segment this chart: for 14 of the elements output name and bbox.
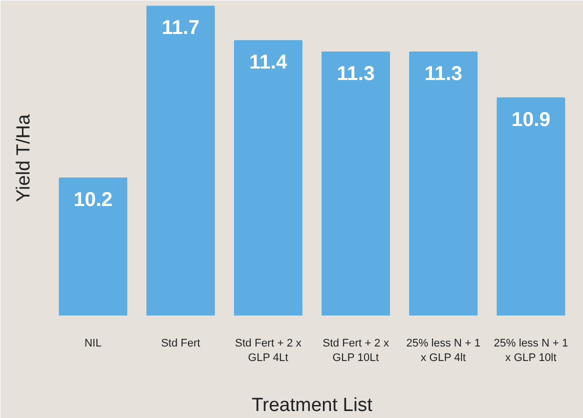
x-tick-label: NIL <box>84 338 102 350</box>
x-tick-label: 25% less N + 1 x GLP 10lt <box>494 338 568 364</box>
x-axis-title: Treatment List <box>252 394 374 416</box>
x-tick-label: Std Fert + 2 x GLP 4Lt <box>235 338 302 364</box>
data-label: 11.7 <box>162 17 200 40</box>
data-label: 10.2 <box>74 189 113 212</box>
x-tick-label: 25% less N + 1 x GLP 4lt <box>406 338 481 364</box>
x-tick-label: Std Fert + 2 x GLP 10Lt <box>322 338 390 364</box>
data-label: 10.9 <box>511 108 550 131</box>
data-label: 11.4 <box>249 52 288 74</box>
data-label: 11.3 <box>336 63 375 86</box>
data-label: 11.3 <box>424 63 462 86</box>
x-tick-label: Std Fert <box>161 338 200 350</box>
y-axis-title: Yield T/Ha <box>14 114 34 202</box>
